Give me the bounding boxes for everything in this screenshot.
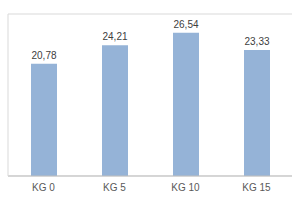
svg-text:KG 15: KG 15: [242, 182, 271, 193]
svg-text:24,21: 24,21: [102, 31, 127, 42]
svg-text:KG 0: KG 0: [32, 182, 55, 193]
svg-text:KG 10: KG 10: [171, 182, 200, 193]
svg-text:23,33: 23,33: [244, 36, 269, 47]
svg-text:26,54: 26,54: [173, 19, 198, 30]
svg-text:KG 5: KG 5: [103, 182, 126, 193]
svg-text:20,78: 20,78: [31, 50, 56, 61]
